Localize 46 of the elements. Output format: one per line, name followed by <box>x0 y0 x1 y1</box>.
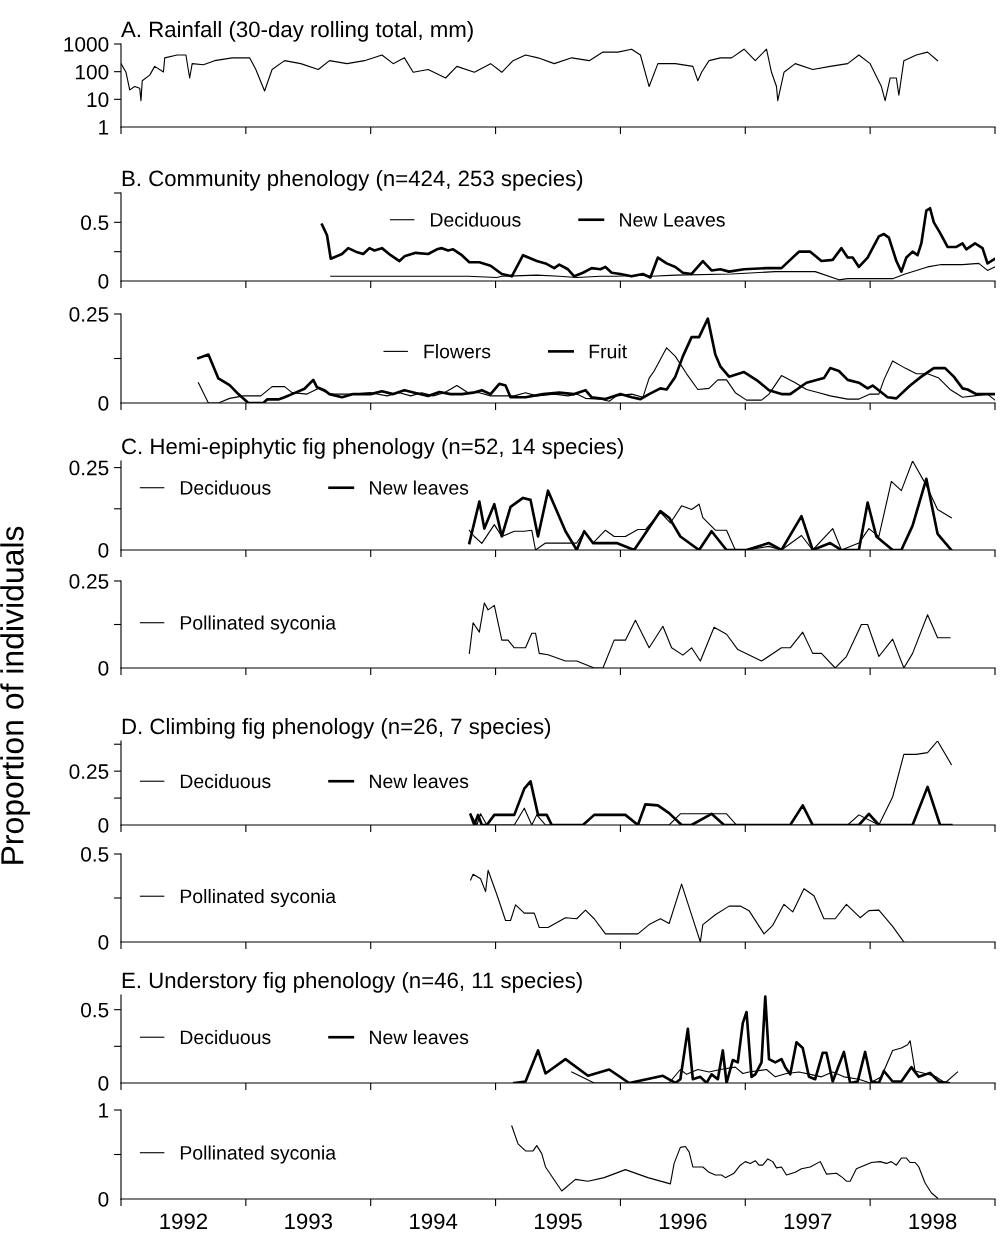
x-tick-label: 1998 <box>909 1213 957 1230</box>
x-tick-label: 1992 <box>160 1213 208 1230</box>
y-tick-label: 0 <box>98 274 109 289</box>
legend-label: Deciduous <box>180 480 271 495</box>
y-tick-label: 0 <box>98 661 109 676</box>
legend-label: Deciduous <box>430 212 521 227</box>
y-tick-label: 0 <box>98 396 109 411</box>
legend-label: New Leaves <box>620 213 725 227</box>
chart-title: C. Hemi-epiphytic fig phenology (n=52, 14 species) <box>122 437 623 459</box>
y-tick-label: 0.25 <box>69 307 109 322</box>
legend-label: Deciduous <box>180 773 271 789</box>
x-tick-label: 1995 <box>534 1213 582 1230</box>
y-tick-label: 100 <box>76 64 109 80</box>
chart-title: D. Climbing fig phenology (n=26, 7 species) <box>122 717 551 739</box>
y-tick-label: 0 <box>98 935 109 950</box>
x-tick-label: 1994 <box>410 1213 458 1230</box>
y-tick-label: 1000 <box>64 37 109 52</box>
x-tick-label: 1997 <box>784 1213 832 1230</box>
legend-label: Pollinated syconia <box>180 888 337 908</box>
legend-label: New leaves <box>370 480 469 495</box>
y-tick-label: 0.5 <box>81 847 109 862</box>
y-tick-label: 0.5 <box>81 1002 109 1018</box>
legend-label: Pollinated syconia <box>180 615 337 634</box>
legend-label: Pollinated syconia <box>180 1145 337 1164</box>
y-tick-label: 0.25 <box>69 460 109 476</box>
legend-label: Deciduous <box>180 1029 271 1045</box>
legend-label: Fruit <box>589 344 627 359</box>
y-tick-label: 0.25 <box>69 764 109 779</box>
legend-label: Flowers <box>424 344 491 359</box>
chart-title: A. Rainfall (30-day rolling total, mm) <box>121 20 473 42</box>
y-axis-title: Proportion of individuals <box>0 526 30 864</box>
y-tick-label: 0 <box>98 1076 109 1091</box>
chart-title: E. Understory fig phenology (n=46, 11 species) <box>122 971 582 993</box>
x-tick-label: 1996 <box>659 1213 707 1230</box>
y-tick-label: 0 <box>98 543 109 558</box>
y-tick-label: 0 <box>98 1192 109 1207</box>
y-tick-label: 0.25 <box>69 574 109 589</box>
y-tick-label: 10 <box>87 92 109 108</box>
chart-title: B. Community phenology (n=424, 253 species) <box>122 169 583 191</box>
x-tick-label: 1993 <box>285 1213 333 1230</box>
legend-label: New leaves <box>370 1029 469 1045</box>
legend-label: New leaves <box>370 773 469 789</box>
y-tick-label: 1 <box>99 120 109 135</box>
y-tick-label: 1 <box>99 1103 109 1118</box>
y-tick-label: 0.5 <box>81 215 109 231</box>
y-tick-label: 0 <box>98 818 109 833</box>
